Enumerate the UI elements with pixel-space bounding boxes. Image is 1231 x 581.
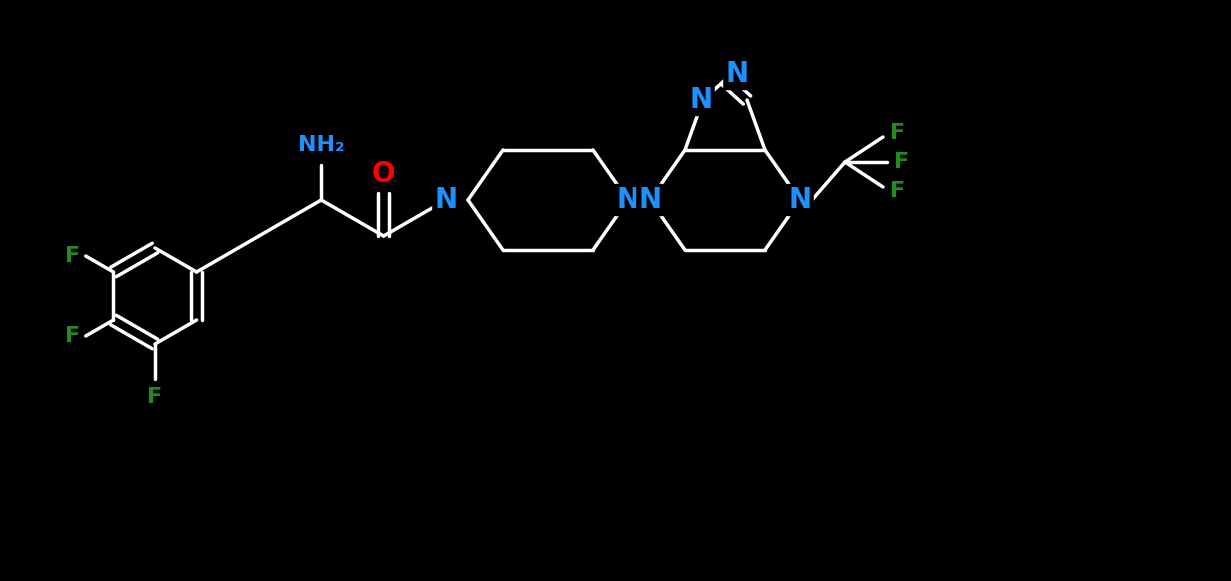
Text: N: N (689, 86, 713, 114)
Text: NH₂: NH₂ (298, 135, 345, 155)
Text: O: O (372, 160, 395, 188)
Text: N: N (725, 60, 748, 88)
Text: F: F (895, 152, 910, 172)
Text: N: N (788, 186, 811, 214)
Text: F: F (890, 181, 906, 201)
Text: F: F (148, 387, 162, 407)
Text: N: N (617, 186, 640, 214)
Text: N: N (435, 186, 458, 214)
Text: N: N (639, 186, 661, 214)
Text: F: F (890, 123, 906, 143)
Text: F: F (65, 326, 80, 346)
Text: F: F (65, 246, 80, 266)
